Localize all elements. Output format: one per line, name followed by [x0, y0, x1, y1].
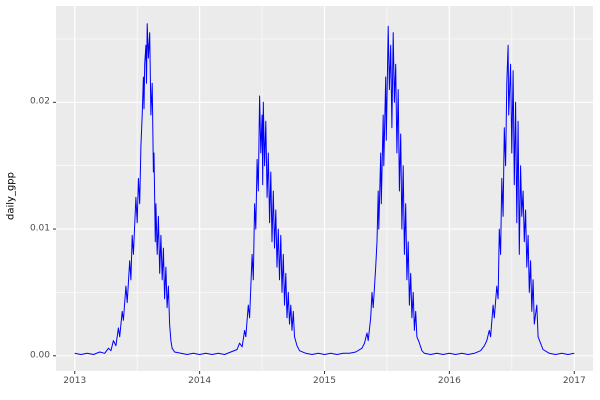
x-tick-label: 2013: [63, 376, 87, 386]
y-tick-label: 0.00: [29, 350, 50, 361]
data-line: [74, 23, 575, 355]
x-tick-label: 2014: [188, 376, 212, 386]
x-tick-label: 2015: [313, 376, 336, 386]
y-axis: 0.00 0.01 0.02: [0, 0, 50, 400]
y-tick-label: 0.02: [29, 96, 50, 107]
x-tick-label: 2017: [562, 376, 586, 386]
x-tick-label: 2016: [437, 376, 461, 386]
y-tick-label: 0.01: [29, 223, 50, 234]
